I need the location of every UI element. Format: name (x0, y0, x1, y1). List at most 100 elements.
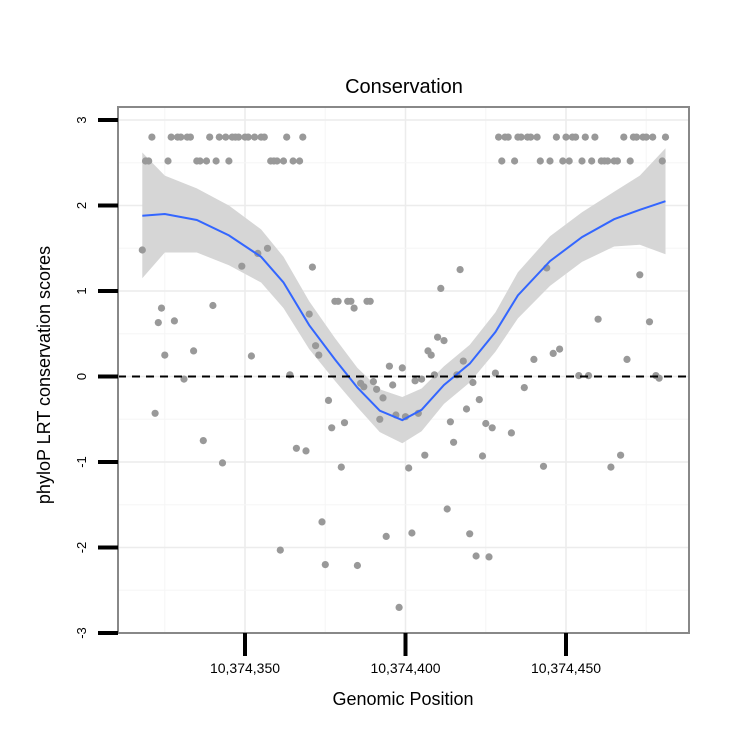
data-point (273, 157, 281, 165)
data-point (411, 377, 419, 385)
data-point (591, 133, 599, 141)
data-point (437, 284, 445, 292)
data-point (376, 415, 384, 423)
data-point (504, 133, 512, 141)
data-point (209, 301, 217, 310)
data-point (623, 355, 631, 363)
x-tick-label: 10,374,400 (370, 660, 440, 676)
data-point (578, 157, 586, 165)
data-point (536, 157, 544, 165)
data-point (321, 561, 329, 569)
data-point (434, 333, 442, 341)
data-point (642, 133, 650, 141)
data-point (613, 157, 622, 165)
y-tick-label: -1 (74, 456, 89, 468)
y-axis-label: phyloP LRT conservation scores (34, 246, 54, 504)
data-point (510, 157, 519, 165)
data-point (190, 347, 198, 355)
y-tick-label: 2 (74, 202, 89, 209)
data-point (661, 133, 670, 141)
data-point (636, 271, 644, 279)
data-point (626, 157, 634, 165)
data-point (604, 157, 612, 165)
data-point (466, 530, 474, 538)
data-point (482, 419, 490, 428)
data-point (520, 384, 528, 392)
data-point (607, 463, 615, 471)
data-point (450, 438, 458, 446)
data-point (148, 133, 156, 141)
data-point (556, 345, 564, 353)
points-layer (138, 133, 670, 612)
data-point (427, 351, 435, 359)
data-point (299, 133, 307, 141)
data-point (617, 451, 625, 459)
chart-title: Conservation (345, 76, 463, 98)
data-point (167, 133, 175, 141)
data-point (177, 133, 185, 141)
data-point (369, 378, 377, 386)
data-point (395, 603, 403, 612)
data-point (594, 315, 602, 323)
data-point (366, 297, 374, 305)
data-point (251, 133, 259, 141)
data-point (202, 157, 211, 165)
data-point (279, 157, 288, 165)
data-point (588, 157, 596, 165)
data-point (491, 369, 499, 377)
y-axis: -3 -2 -1 0 1 2 3 (74, 116, 118, 639)
data-point (572, 133, 580, 141)
data-point (186, 133, 194, 141)
data-point (170, 317, 178, 325)
data-point (498, 157, 506, 165)
y-tick-label: -2 (74, 542, 89, 554)
data-point (199, 437, 207, 445)
x-tick-label: 10,374,350 (210, 660, 280, 676)
data-point (633, 133, 641, 141)
data-point (151, 409, 159, 417)
data-point (517, 133, 525, 141)
data-point (138, 246, 146, 254)
data-point (305, 310, 313, 318)
data-point (145, 157, 153, 165)
data-point (462, 405, 471, 413)
data-point (495, 133, 503, 141)
data-point (157, 304, 166, 312)
data-point (408, 529, 416, 537)
data-point (539, 462, 548, 470)
confidence-band-layer (142, 148, 666, 444)
data-point (456, 266, 464, 274)
smooth-line-layer (142, 200, 666, 422)
data-point (235, 133, 243, 141)
data-point (533, 133, 541, 141)
data-point (161, 351, 169, 359)
data-point (263, 244, 272, 252)
data-point (507, 429, 515, 437)
data-point (180, 375, 188, 383)
data-point (405, 464, 413, 472)
y-tick-label: 1 (74, 287, 89, 294)
data-point (488, 424, 496, 432)
data-point (302, 447, 310, 455)
y-tick-label: 3 (74, 116, 89, 123)
data-point (440, 337, 448, 345)
data-point (308, 263, 316, 271)
data-point (328, 424, 336, 432)
data-point (337, 463, 345, 471)
x-tick-label: 10,374,450 (531, 660, 601, 676)
x-axis: 10,374,350 10,374,400 10,374,450 (210, 633, 601, 676)
confidence-ribbon (142, 148, 666, 444)
y-tick-label: -3 (74, 627, 89, 639)
data-point (530, 355, 538, 363)
data-point (645, 318, 654, 326)
data-point (212, 157, 220, 165)
data-point (260, 133, 268, 141)
data-point (379, 394, 387, 402)
data-point (546, 157, 554, 165)
data-point (206, 133, 214, 141)
data-point (421, 451, 429, 459)
data-point (292, 444, 300, 452)
data-point (247, 352, 255, 360)
data-point (215, 133, 223, 141)
data-point (382, 532, 390, 541)
